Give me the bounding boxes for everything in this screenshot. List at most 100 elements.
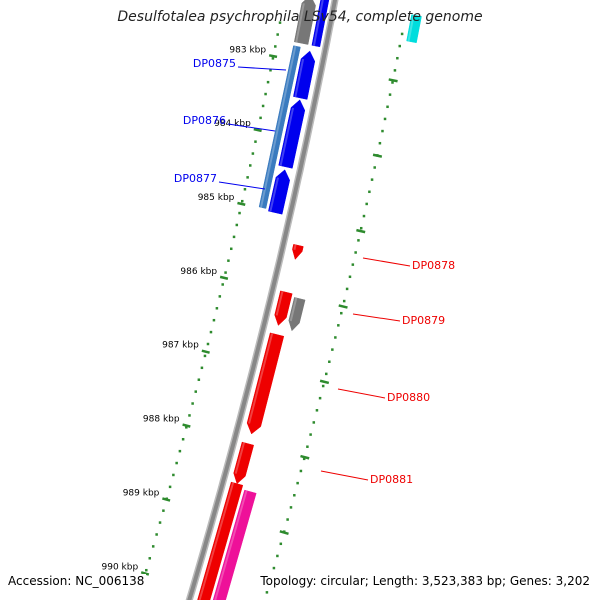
steel-feature-strip <box>258 45 301 209</box>
tick-dot <box>325 372 328 376</box>
tick-dot <box>266 80 270 84</box>
tick-dot <box>218 295 222 298</box>
cds-DP0878 <box>292 244 304 260</box>
gene-label-dp0877[interactable]: DP0877 <box>174 172 217 185</box>
tick-dot <box>318 396 322 400</box>
tick-dot <box>331 348 334 351</box>
tick-dot <box>178 449 182 453</box>
gene-label-dp0878[interactable]: DP0878 <box>412 259 455 272</box>
tick-dot <box>328 360 331 363</box>
cds-DP0879 <box>274 290 293 326</box>
tick-dot <box>209 330 213 334</box>
accession-text: Accession: NC_006138 <box>6 574 147 588</box>
tick-dot <box>398 44 401 48</box>
tick-dot <box>246 176 249 179</box>
kbp-tick-left <box>268 54 278 59</box>
tick-dot <box>276 33 279 36</box>
tick-dot <box>381 129 384 133</box>
tick-dot <box>203 354 207 358</box>
kbp-tick-left <box>237 201 246 207</box>
cds-bottom-partial <box>197 481 244 600</box>
topology-text: Topology: circular; Length: 3,523,383 bp… <box>258 574 592 588</box>
kbp-tick-left <box>182 423 191 428</box>
tick-dot <box>259 116 262 120</box>
kbp-tick-right <box>319 379 330 385</box>
cds-top-partial-shine <box>312 0 324 46</box>
map-title: Desulfotalea psychrophila LSv54, complet… <box>117 9 483 25</box>
kbp-tick-left <box>253 127 262 133</box>
tick-dot <box>276 554 279 558</box>
tick-dot <box>271 57 275 60</box>
gene-label-dp0875[interactable]: DP0875 <box>193 57 236 70</box>
kbp-tick-right <box>372 153 383 158</box>
kbp-tick-label: 990 kbp <box>102 562 139 572</box>
tick-dot <box>279 542 283 546</box>
tick-dot <box>321 384 325 388</box>
kbp-tick-right <box>356 228 366 234</box>
kbp-tick-label: 983 kbp <box>229 45 266 55</box>
tick-dot <box>215 307 219 310</box>
tick-dot <box>206 342 210 346</box>
tick-dot <box>232 235 236 239</box>
tick-dot <box>365 202 368 206</box>
tick-dot <box>185 426 188 429</box>
genome-backbone <box>185 0 339 600</box>
tick-dot <box>251 152 255 155</box>
tick-dot <box>370 178 374 181</box>
tick-dot <box>306 445 309 448</box>
grey-feature-mid-shine <box>289 297 298 322</box>
tick-dot <box>391 81 394 84</box>
tick-dot <box>388 93 392 96</box>
kbp-tick-label: 986 kbp <box>180 267 217 277</box>
tick-dot <box>286 518 289 521</box>
cds-DP0881 <box>233 441 255 485</box>
tick-dot <box>368 190 371 194</box>
pink-feature <box>212 489 257 600</box>
tick-dot <box>312 421 316 424</box>
gene-leader-line <box>227 123 276 132</box>
tick-dot <box>175 461 178 465</box>
tick-dot <box>357 239 360 242</box>
tick-dot <box>289 506 293 509</box>
tick-dot <box>334 336 337 339</box>
kbp-tick-label: 989 kbp <box>123 488 160 498</box>
tick-dot <box>278 21 282 24</box>
tick-dot <box>148 557 152 560</box>
gene-leader-line <box>337 388 386 399</box>
kbp-tick-left <box>162 497 171 502</box>
gene-label-dp0879[interactable]: DP0879 <box>402 314 445 327</box>
gene-label-dp0876[interactable]: DP0876 <box>183 114 226 127</box>
gene-leader-line <box>362 257 411 267</box>
tick-dot <box>354 251 357 254</box>
tick-dot <box>274 45 277 48</box>
tick-dot <box>386 105 389 109</box>
cds-DP0877 <box>268 169 290 215</box>
tick-dot <box>373 166 376 169</box>
grey-feature-top <box>294 0 316 45</box>
tick-dot <box>200 366 204 370</box>
cds-bottom-partial-shine <box>198 482 235 600</box>
gene-leader-line <box>218 181 266 190</box>
cds-DP0880 <box>246 332 285 435</box>
tick-dot <box>396 56 399 60</box>
tick-dot <box>188 414 191 417</box>
kbp-tick-right <box>279 530 289 535</box>
tick-dot <box>249 164 252 167</box>
cds-DP0880-shine <box>248 333 274 424</box>
tick-dot <box>309 433 312 436</box>
tick-dot <box>221 283 224 286</box>
tick-dot-rings <box>141 21 404 594</box>
kbp-tick-left <box>201 349 210 354</box>
tick-dot <box>229 247 233 251</box>
gene-label-dp0881[interactable]: DP0881 <box>370 473 413 486</box>
tick-dot <box>197 378 201 381</box>
kbp-tick-right <box>388 78 398 83</box>
gene-label-dp0880[interactable]: DP0880 <box>387 391 430 404</box>
kbp-tick-label: 985 kbp <box>198 193 235 203</box>
cds-DP0876 <box>278 99 306 169</box>
tick-dot <box>168 485 172 489</box>
tick-dot <box>238 211 241 215</box>
tick-dot <box>181 437 185 441</box>
tick-dot <box>348 275 352 279</box>
